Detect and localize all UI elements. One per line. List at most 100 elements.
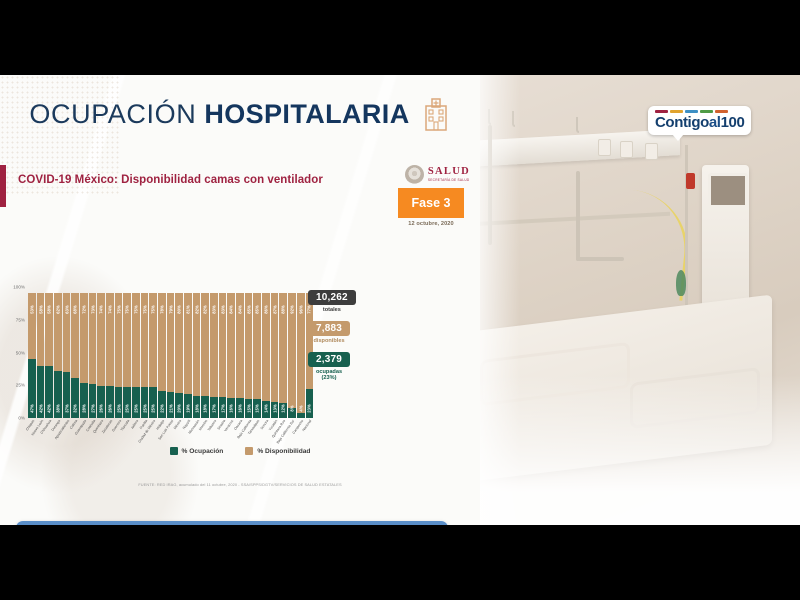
legend-swatch-icon <box>169 447 178 455</box>
bar-label-disponibilidad: 82% <box>194 305 200 314</box>
bar-label-disponibilidad: 63% <box>64 305 70 314</box>
logo-wordmark: Contigoal100 <box>655 114 745 131</box>
bar-label-disponibilidad: 62% <box>55 305 61 314</box>
bar: 53% 47% <box>28 293 36 418</box>
y-tick: 75% <box>15 317 25 323</box>
legend-swatch-icon <box>245 447 254 455</box>
photo-pipe <box>576 257 624 261</box>
bar-label-ocupacion: 47% <box>29 404 35 413</box>
salud-name: SALUD <box>427 166 470 178</box>
bar-label-disponibilidad: 83% <box>220 305 226 314</box>
bar-label-ocupacion: 15% <box>246 404 252 413</box>
logo-mid: al <box>708 114 721 131</box>
bar-label-ocupacion: 25% <box>150 404 156 413</box>
bar-label-disponibilidad: 79% <box>168 305 174 314</box>
wall-outlet <box>645 143 658 160</box>
bar-label-ocupacion: 16% <box>228 404 234 413</box>
emergency-knob-icon <box>686 173 695 189</box>
bar-label-disponibilidad: 87% <box>272 305 278 314</box>
y-tick: 50% <box>15 350 25 355</box>
chart-legend: % Ocupación % Disponibilidad <box>0 447 480 455</box>
bar-segment-ocupacion <box>123 386 132 418</box>
bar: 75% 25% <box>114 293 123 418</box>
x-tick: México <box>173 419 183 431</box>
bar: 87% 13% <box>270 293 279 418</box>
bar: 72% 28% <box>80 293 88 418</box>
bar: 86% 14% <box>262 293 270 418</box>
x-tick: Tlaxcala <box>119 419 131 432</box>
bar: 74% 26% <box>106 293 114 418</box>
bar-label-ocupacion: 42% <box>46 404 52 413</box>
bar: 84% 16% <box>227 293 236 418</box>
x-tick: Ciudad de México <box>137 419 157 444</box>
bar-label-disponibilidad: 84% <box>228 305 234 314</box>
bar: 73% 27% <box>88 293 97 418</box>
card-accent-bar <box>0 165 6 207</box>
logo-suffix: 100 <box>720 114 745 131</box>
bar: 84% 16% <box>236 293 244 418</box>
slide-header: OCUPACIÓN HOSPITALARIA <box>0 75 480 153</box>
legend-label: % Disponibilidad <box>257 447 311 455</box>
resuscitator-bag <box>676 270 686 296</box>
logo-stripe <box>670 110 683 113</box>
legend-label: % Ocupación <box>181 447 224 455</box>
phase-badge: Fase 3 <box>398 188 464 218</box>
eagle-seal-icon <box>404 165 424 184</box>
bar-label-ocupacion: 18% <box>194 404 200 413</box>
bar-label-ocupacion: 4% <box>298 405 304 412</box>
logo-stripe <box>685 110 698 113</box>
chart-card: COVID-19 México: Disponibilidad camas co… <box>0 157 480 499</box>
logo-stripe <box>655 110 668 113</box>
callout-caption: ocupadas (23%) <box>315 368 343 382</box>
bar-label-disponibilidad: 85% <box>254 305 260 314</box>
bar: 85% 15% <box>244 293 253 418</box>
bar-label-disponibilidad: 74% <box>98 305 104 314</box>
bar-segment-ocupacion <box>80 383 88 418</box>
bar-segment-ocupacion <box>296 413 305 418</box>
bar-segment-ocupacion <box>132 386 140 418</box>
bar-label-disponibilidad: 75% <box>124 305 130 314</box>
bar: 82% 18% <box>192 293 201 418</box>
salud-subtitle: SECRETARÍA DE SALUD <box>427 177 470 182</box>
logo-stripe <box>715 110 728 113</box>
bar-label-ocupacion: 19% <box>185 404 191 413</box>
x-tick: Tamaulipas <box>247 419 261 436</box>
logo-stripe <box>700 110 713 113</box>
hospital-room-photo: Contigoal100 <box>480 75 800 525</box>
bar: 68% 32% <box>71 293 80 418</box>
bar-label-disponibilidad: 78% <box>159 305 165 314</box>
chart-title: COVID-19 México: Disponibilidad camas co… <box>18 174 323 186</box>
bar-label-ocupacion: 26% <box>98 404 104 413</box>
y-tick: 0% <box>18 415 25 421</box>
bar: 96% 4% <box>296 293 305 418</box>
bar-label-disponibilidad: 68% <box>72 305 78 314</box>
bar-label-disponibilidad: 88% <box>280 305 286 314</box>
bar-label-disponibilidad: 80% <box>176 305 182 314</box>
logo-stripes <box>655 110 744 113</box>
bar: 81% 19% <box>184 293 192 418</box>
bar: 58% 42% <box>36 293 45 418</box>
bar-label-ocupacion: 17% <box>211 404 217 413</box>
bar-label-ocupacion: 42% <box>38 404 43 413</box>
bar: 75% 25% <box>140 293 149 418</box>
bar-label-disponibilidad: 58% <box>38 305 43 314</box>
bar: 79% 21% <box>166 293 175 418</box>
presentation-slide: OCUPACIÓN HOSPITALARIA COVID-19 México: … <box>0 75 480 525</box>
bar-label-disponibilidad: 92% <box>289 305 295 314</box>
bar-label-disponibilidad: 75% <box>116 305 122 314</box>
bar-label-ocupacion: 8% <box>289 405 295 412</box>
bar-label-disponibilidad: 86% <box>263 305 269 314</box>
iv-hook-icon <box>576 117 579 133</box>
bar-label-ocupacion: 25% <box>133 404 139 413</box>
bar-label-disponibilidad: 74% <box>107 305 113 314</box>
bar-label-ocupacion: 23% <box>306 404 312 413</box>
bar-label-disponibilidad: 84% <box>237 305 243 314</box>
bar: 75% 25% <box>149 293 158 418</box>
bar-segment-ocupacion <box>97 385 106 418</box>
bar-label-ocupacion: 25% <box>142 404 148 413</box>
callout-ocupadas: 2,379 ocupadas (23%) <box>308 349 351 382</box>
x-axis-labels: Chiapas Nuevo León Chihuahua Durango Aguasca… <box>25 419 313 444</box>
bar-label-disponibilidad: 72% <box>81 305 87 314</box>
wall-outlet <box>620 141 633 158</box>
